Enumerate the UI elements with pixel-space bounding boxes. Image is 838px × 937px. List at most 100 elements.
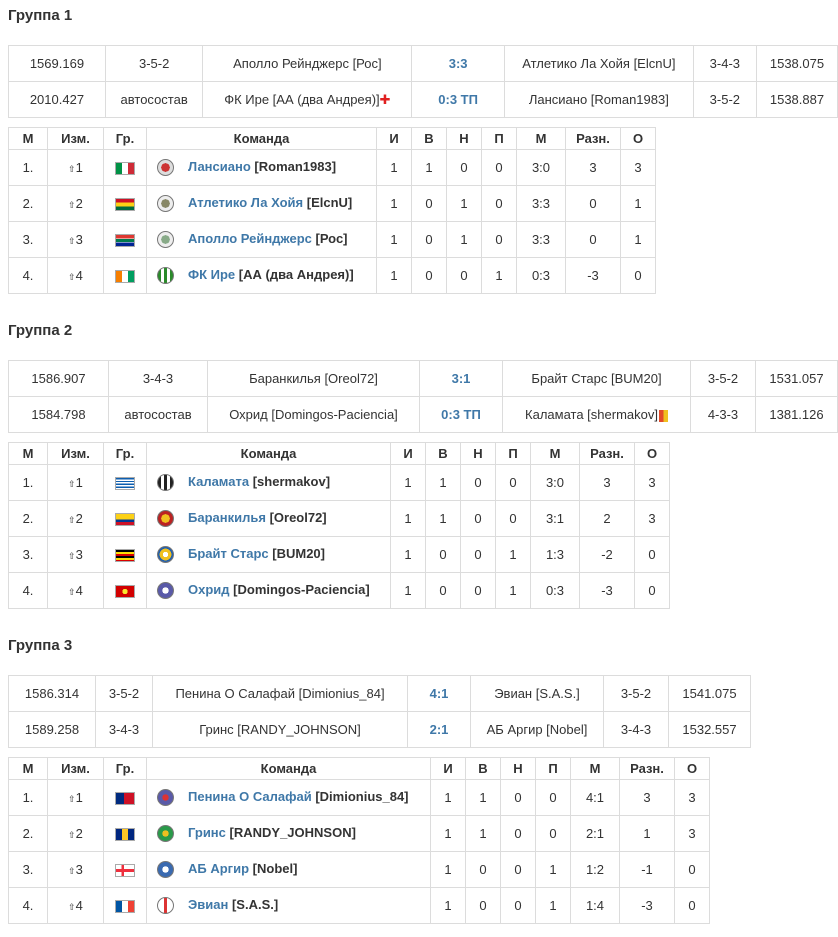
home-team: ФК Ире [АА (два Андрея)]✚ <box>202 81 413 118</box>
col-goals: М <box>530 442 580 465</box>
uganda-flag-icon <box>115 549 135 563</box>
team-cell: Каламата [shermakov] <box>146 464 391 501</box>
match-score[interactable]: 0:3 ТП <box>419 396 503 433</box>
club-logo-icon <box>157 825 174 843</box>
country-flag <box>103 851 147 888</box>
club-logo-icon <box>157 510 174 528</box>
club-logo-icon <box>157 861 174 879</box>
standings-header: М Изм. Гр. Команда И В Н П М Разн. О <box>8 127 656 150</box>
score-link[interactable]: 3:3 <box>448 56 468 71</box>
club-logo-icon <box>157 267 174 285</box>
home-formation: 3-4-3 <box>108 360 208 397</box>
team-cell: Атлетико Ла Хойя [ElcnU] <box>146 185 377 222</box>
col-won: В <box>465 757 501 780</box>
draw: 0 <box>460 500 496 537</box>
goal-diff: -1 <box>619 851 675 888</box>
points: 0 <box>620 257 656 294</box>
group-1: Группа 1 1569.169 3-5-2 Аполло Рейнджерс… <box>8 6 838 294</box>
score-link[interactable]: 0:3 ТП <box>441 407 481 422</box>
goal-diff: 1 <box>619 815 675 852</box>
team-link[interactable]: Аполло Рейнджерс <box>188 230 312 246</box>
team-link[interactable]: АБ Аргир <box>188 860 250 876</box>
team-link[interactable]: Охрид <box>188 581 230 597</box>
away-rating: 1541.075 <box>668 675 751 712</box>
home-rating: 1586.314 <box>8 675 96 712</box>
played: 1 <box>390 500 426 537</box>
position: 4. <box>8 887 48 924</box>
won: 0 <box>411 257 447 294</box>
greece-flag-icon <box>115 477 135 491</box>
standings-table: М Изм. Гр. Команда И В Н П М Разн. О 1. … <box>8 442 670 609</box>
team-link[interactable]: Брайт Старс <box>188 545 269 561</box>
team-link[interactable]: Гринс <box>188 824 226 840</box>
table-row: 4. ⇧4 Эвиан [S.A.S.] 1 0 0 1 1:4 -3 0 <box>8 887 710 924</box>
won: 1 <box>425 464 461 501</box>
score-link[interactable]: 2:1 <box>429 722 449 737</box>
ivory-coast-flag-icon <box>115 270 135 284</box>
home-rating: 1586.907 <box>8 360 109 397</box>
match-score[interactable]: 2:1 <box>407 711 471 748</box>
lost: 0 <box>535 815 571 852</box>
team-link[interactable]: Каламата <box>188 473 250 489</box>
team-link[interactable]: Атлетико Ла Хойя <box>188 194 304 210</box>
lost: 1 <box>535 851 571 888</box>
team-link[interactable]: Баранкилья <box>188 509 266 525</box>
score-link[interactable]: 3:1 <box>451 371 471 386</box>
country-flag <box>103 500 147 537</box>
home-formation: 3-5-2 <box>104 45 204 82</box>
table-row: 3. ⇧3 Аполло Рейнджерс [Рос] 1 0 1 0 3:3… <box>8 221 656 258</box>
home-formation: автосостав <box>104 81 204 118</box>
played: 1 <box>430 779 466 816</box>
team-link[interactable]: ФК Ире <box>188 266 236 282</box>
points: 0 <box>634 536 670 573</box>
team-cell: Охрид [Domingos-Paciencia] <box>146 572 391 609</box>
played: 1 <box>390 464 426 501</box>
manager-name: [Roman1983] <box>254 158 337 174</box>
position: 3. <box>8 851 48 888</box>
won: 0 <box>465 851 501 888</box>
home-formation: автосостав <box>108 396 208 433</box>
home-team: Аполло Рейнджерс [Рос] <box>202 45 413 82</box>
goal-diff: -3 <box>565 257 621 294</box>
lost: 1 <box>481 257 517 294</box>
goals: 0:3 <box>530 572 580 609</box>
goals: 3:3 <box>516 185 566 222</box>
goals: 3:3 <box>516 221 566 258</box>
away-rating: 1538.075 <box>755 45 838 82</box>
away-formation: 4-3-3 <box>690 396 756 433</box>
points: 1 <box>620 221 656 258</box>
team-link[interactable]: Лансиано <box>188 158 251 174</box>
south-africa-flag-icon <box>115 234 135 248</box>
group-title: Группа 1 <box>8 7 73 24</box>
table-row: 1. ⇧1 Пенина О Салафай [Dimionius_84] 1 … <box>8 779 710 816</box>
match-score[interactable]: 4:1 <box>407 675 471 712</box>
score-link[interactable]: 4:1 <box>429 686 449 701</box>
italy-flag-icon <box>115 162 135 176</box>
draw: 0 <box>446 257 482 294</box>
team-link[interactable]: Пенина О Салафай <box>188 788 312 804</box>
manager-name: [S.A.S.] <box>231 896 279 912</box>
club-logo-icon <box>157 789 174 807</box>
home-rating: 2010.427 <box>8 81 106 118</box>
points: 1 <box>620 185 656 222</box>
club-logo-icon <box>157 897 174 915</box>
lost: 0 <box>495 500 531 537</box>
played: 1 <box>376 185 412 222</box>
points: 3 <box>674 815 710 852</box>
france-flag-icon <box>115 900 135 914</box>
score-link[interactable]: 0:3 ТП <box>438 92 478 107</box>
match-score[interactable]: 3:1 <box>419 360 503 397</box>
match-score[interactable]: 3:3 <box>411 45 505 82</box>
col-points: О <box>674 757 710 780</box>
away-formation: 3-5-2 <box>603 675 669 712</box>
team-link[interactable]: Эвиан <box>188 896 229 912</box>
matches-table: 1586.314 3-5-2 Пенина О Салафай [Dimioni… <box>8 675 751 748</box>
up-arrow-icon: ⇧ <box>68 551 76 561</box>
goal-diff: -2 <box>579 536 635 573</box>
draw: 0 <box>500 779 536 816</box>
position-change: ⇧1 <box>47 149 104 186</box>
team-cell: ФК Ире [АА (два Андрея)] <box>146 257 377 294</box>
match-score[interactable]: 0:3 ТП <box>411 81 505 118</box>
points: 3 <box>620 149 656 186</box>
away-rating: 1381.126 <box>755 396 838 433</box>
